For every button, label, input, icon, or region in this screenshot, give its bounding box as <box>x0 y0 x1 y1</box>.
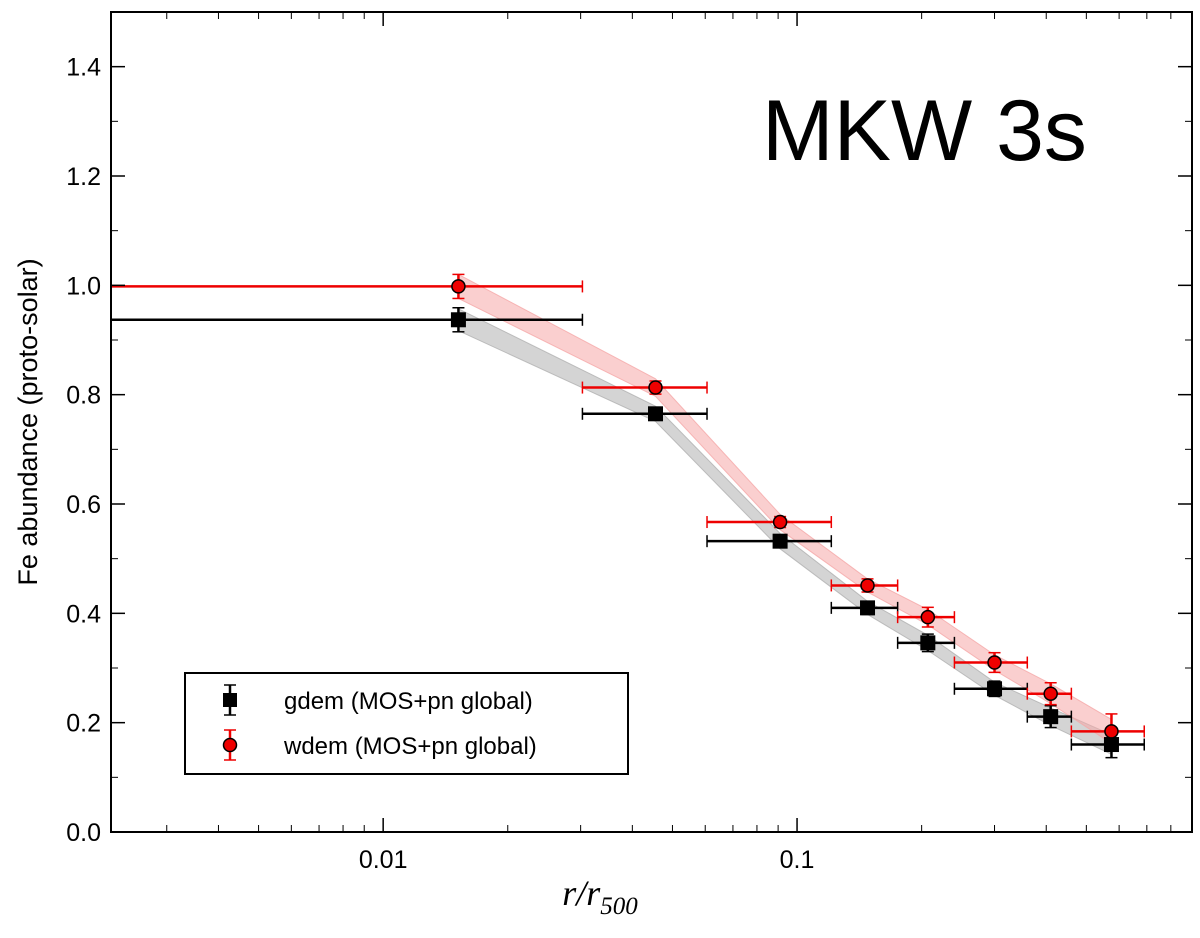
gdem-point <box>1103 737 1119 753</box>
x-axis-label-main: r/r <box>562 873 601 913</box>
data-markers <box>450 279 1119 753</box>
gdem-point <box>1043 709 1059 725</box>
y-tick-label: 0.8 <box>66 382 101 410</box>
wdem-point <box>987 655 1002 670</box>
y-tick-label: 1.0 <box>66 272 101 300</box>
x-tick-label: 0.1 <box>780 846 815 874</box>
legend-box <box>184 672 629 775</box>
y-tick-label: 1.4 <box>66 54 101 82</box>
x-tick-label: 0.01 <box>359 846 408 874</box>
wdem-point <box>920 609 936 625</box>
wdem-point <box>648 380 663 395</box>
wdem-point <box>772 514 788 530</box>
wdem-point <box>860 578 875 593</box>
plot-frame <box>110 11 1193 833</box>
x-axis-label: r/r500 <box>562 873 638 920</box>
gdem-point <box>772 533 788 549</box>
legend-label-wdem: wdem (MOS+pn global) <box>283 733 537 760</box>
axis-ticks: 0.0 0.2 0.4 0.6 0.8 1.0 1.2 1.4 0.01 0.1 <box>66 11 1193 874</box>
y-tick-label: 1.2 <box>66 163 101 191</box>
chart-annotation: MKW 3s <box>762 83 1087 179</box>
legend-gdem-marker <box>223 693 237 707</box>
legend-wdem-marker <box>222 737 238 753</box>
gdem-point <box>860 600 876 616</box>
x-axis-label-sub: 500 <box>600 893 638 920</box>
wdem-point <box>1043 686 1058 701</box>
y-tick-label: 0.6 <box>66 491 101 519</box>
y-tick-label: 0.0 <box>66 819 101 847</box>
legend-label-gdem: gdem (MOS+pn global) <box>284 688 533 715</box>
y-axis-label: Fe abundance (proto-solar) <box>13 258 43 585</box>
y-tick-label: 0.4 <box>66 600 101 628</box>
wdem-point <box>451 279 466 294</box>
y-tick-label: 0.2 <box>66 710 101 738</box>
wdem-point <box>1104 724 1119 739</box>
gdem-point <box>648 406 664 422</box>
gdem-point <box>920 635 936 651</box>
gdem-point <box>987 681 1003 697</box>
legend: gdem (MOS+pn global) wdem (MOS+pn global) <box>184 672 629 775</box>
gdem-point <box>450 312 466 328</box>
